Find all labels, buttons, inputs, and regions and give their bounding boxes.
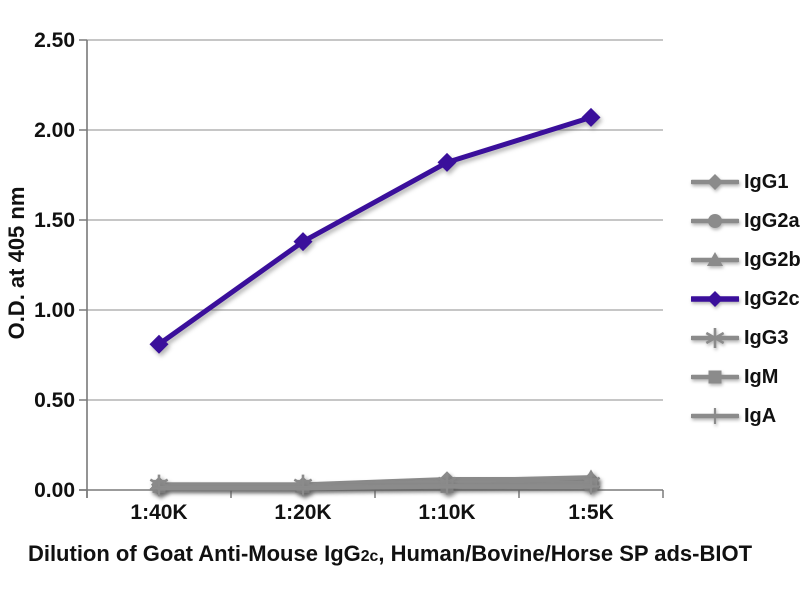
legend-swatch-IgM [691,370,739,384]
x-tick-label: 1:40K [130,501,187,524]
legend-swatch-IgG2c [691,291,739,307]
triangle-marker-icon [707,252,723,266]
diamond-marker-icon [293,232,313,252]
legend-label: IgG1 [744,171,789,193]
series-line [156,114,594,347]
legend-item-IgG3: IgG3 [691,327,800,349]
y-tick-label: 0.50 [34,389,75,412]
legend-label: IgM [744,366,779,388]
y-tick-label: 2.00 [34,119,75,142]
x-axis-title: Dilution of Goat Anti-Mouse IgG2c, Human… [0,541,780,567]
legend-swatch-IgG1 [691,174,739,190]
legend-label: IgG2c [744,288,800,310]
legend-item-IgG1: IgG1 [691,171,800,193]
diamond-marker-icon [707,291,723,307]
square-marker-icon [708,370,722,384]
x-axis-title-suffix: , Human/Bovine/Horse SP ads-BIOT [378,541,753,566]
legend-label: IgG2b [744,249,800,271]
x-axis-title-subscript: 2c [360,548,379,565]
series-IgG2c [149,107,601,354]
circle-marker-icon [708,214,722,228]
diamond-marker-icon [581,107,601,127]
series-IgA [151,478,599,497]
legend-item-IgA: IgA [691,405,800,427]
legend: IgG1 IgG2a IgG2b IgG2c IgG3 IgM IgA [691,171,800,427]
x-tick-label: 1:10K [418,501,475,524]
x-tick-label: 1:5K [568,501,614,524]
asterisk-marker-icon [705,331,725,345]
diamond-marker-icon [707,174,723,190]
y-tick-label: 1.00 [34,299,75,322]
diamond-marker-icon [149,334,169,354]
y-tick-label: 2.50 [34,29,75,52]
legend-swatch-IgG2a [691,214,739,228]
x-axis-title-prefix: Dilution of Goat Anti-Mouse IgG [27,541,361,566]
legend-item-IgG2b: IgG2b [691,249,800,271]
y-tick-label: 0.00 [34,479,75,502]
legend-swatch-IgG3 [691,328,739,348]
legend-item-IgG2c: IgG2c [691,288,800,310]
gridlines [79,39,663,491]
legend-item-IgG2a: IgG2a [691,210,800,232]
legend-swatch-IgG2b [691,252,739,266]
y-tick-label: 1.50 [34,209,75,232]
series-line [156,484,594,491]
legend-label: IgG2a [744,210,800,232]
x-tick-label: 1:20K [274,501,331,524]
diamond-marker-icon [437,152,457,172]
legend-item-IgM: IgM [691,366,800,388]
legend-swatch-IgA [691,408,739,424]
y-axis-title: O.D. at 405 nm [4,186,29,340]
legend-label: IgA [744,405,777,427]
legend-label: IgG3 [744,327,789,349]
